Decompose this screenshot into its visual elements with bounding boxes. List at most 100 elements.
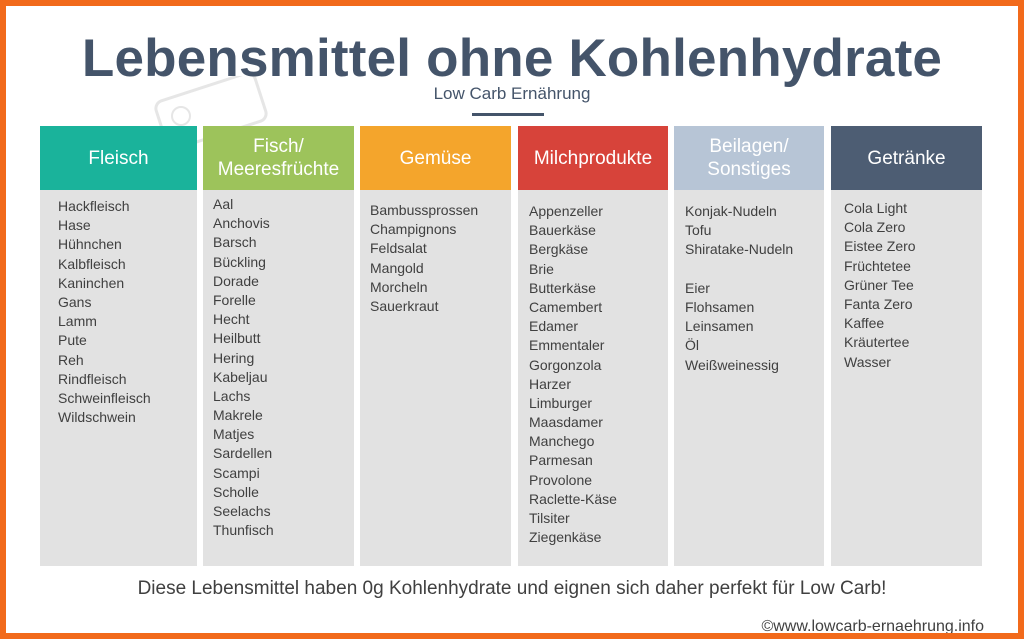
food-item: Rindfleisch [58,370,127,387]
food-item: Edamer [529,318,579,335]
food-item: Morcheln [370,278,428,295]
food-list-fisch: Aal Anchovis Barsch Bückling Dorade Fore… [203,195,354,540]
food-item: Tofu [685,222,712,239]
food-item: Bambussprossen [370,202,479,218]
category-header-fisch: Fisch/ Meeresfrüchte [203,126,354,190]
food-item: Dorade [213,272,259,289]
food-item: Scholle [213,483,259,500]
category-column-beilagen: Beilagen/ Sonstiges Konjak-Nudeln Tofu S… [674,126,824,566]
food-item: Flohsamen [685,298,755,315]
food-item: Schweinfleisch [58,389,151,406]
food-item: Wasser [844,353,891,370]
category-header-gemuese: Gemüse [360,126,511,190]
food-item: Eier [685,279,710,296]
page-subtitle: Low Carb Ernährung [433,84,591,103]
food-item: Lachs [213,387,251,404]
category-header-label: Beilagen/ Sonstiges [707,136,791,180]
food-item: Leinsamen [685,318,754,335]
food-item: Emmentaler [529,337,605,354]
food-item: Shiratake-Nudeln [685,241,794,258]
food-item: Appenzeller [529,203,603,219]
food-item: Manchego [529,433,595,450]
category-column-gemuese: Gemüse Bambussprossen Champignons Feldsa… [360,126,511,566]
food-item: Heilbutt [213,330,261,347]
category-column-milchprodukte: Milchprodukte Appenzeller Bauerkäse Berg… [518,126,668,566]
food-item-spacer [685,260,824,279]
category-header-getraenke: Getränke [831,126,982,190]
food-item: Früchtetee [844,257,911,274]
food-item: Provolone [529,471,593,488]
food-item: Sardellen [213,445,273,462]
category-column-fleisch: Fleisch Hackfleisch Hase Hühnchen Kalbfl… [40,126,197,566]
food-item: Cola Light [844,200,908,216]
food-item: Grüner Tee [844,276,914,293]
food-item: Mangold [370,259,424,276]
category-column-fisch: Fisch/ Meeresfrüchte Aal Anchovis Barsch… [203,126,354,566]
food-list-getraenke: Cola Light Cola Zero Eistee Zero Früchte… [831,199,982,372]
page-title: Lebensmittel ohne Kohlenhydrate [81,29,943,88]
food-item: Matjes [213,426,255,443]
food-item: Konjak-Nudeln [685,203,777,219]
food-item: Hecht [213,311,250,328]
food-list-fleisch: Hackfleisch Hase Hühnchen Kalbfleisch Ka… [40,197,197,427]
food-item: Aal [213,196,234,212]
food-item: Pute [58,332,87,349]
food-item: Kräutertee [844,334,910,351]
food-item: Raclette-Käse [529,490,617,507]
category-header-beilagen: Beilagen/ Sonstiges [674,126,824,190]
food-item: Ziegenkäse [529,529,602,546]
subtitle-underline [472,113,544,116]
food-item: Cola Zero [844,219,906,236]
food-item: Anchovis [213,215,270,232]
food-item: Gorgonzola [529,356,602,373]
food-item: Kaninchen [58,274,125,291]
category-header-milchprodukte: Milchprodukte [518,126,668,190]
food-item: Makrele [213,407,263,424]
food-item: Kaffee [844,315,885,332]
food-item: Camembert [529,298,603,315]
food-item: Wildschwein [58,409,136,426]
food-item: Brie [529,260,554,277]
food-item: Seelachs [213,503,271,519]
category-header-label: Gemüse [399,147,472,169]
food-item: Bückling [213,253,266,270]
food-item: Butterkäse [529,279,596,296]
food-item: Harzer [529,375,572,392]
food-item: Barsch [213,234,257,251]
food-list-beilagen: Konjak-Nudeln Tofu Shiratake-Nudeln Eier… [674,202,824,375]
food-item: Hühnchen [58,236,122,253]
food-item: Hering [213,349,255,366]
food-item: Bergkäse [529,241,589,258]
food-item: Gans [58,293,92,310]
category-header-label: Getränke [867,147,946,169]
food-list-milchprodukte: Appenzeller Bauerkäse Bergkäse Brie Butt… [518,202,668,547]
food-item: Thunfisch [213,522,274,539]
category-header-label: Milchprodukte [533,147,653,169]
food-item: Champignons [370,221,457,238]
food-item: Sauerkraut [370,297,439,314]
copyright-notice: ©www.lowcarb-ernaehrung.info [761,618,984,633]
food-item: Limburger [529,394,593,411]
category-header-label: Fleisch [88,147,149,169]
food-item: Hase [58,217,91,234]
infographic-canvas: Lebensmittel ohne Kohlenhydrate Low Carb… [6,6,1018,633]
food-list-gemuese: Bambussprossen Champignons Feldsalat Man… [360,201,511,316]
food-item: Feldsalat [370,240,427,257]
food-item: Parmesan [529,452,593,469]
food-item: Eistee Zero [844,238,916,255]
food-item: Reh [58,351,84,368]
food-item: Kalbfleisch [58,255,126,272]
food-item: Kabeljau [213,368,268,385]
category-column-getraenke: Getränke Cola Light Cola Zero Eistee Zer… [831,126,982,566]
footer-statement: Diese Lebensmittel haben 0g Kohlenhydrat… [137,578,887,599]
food-item: Hackfleisch [58,198,130,214]
food-item: Forelle [213,291,256,308]
food-item: Scampi [213,464,260,481]
food-item: Bauerkäse [529,222,596,239]
food-item: Öl [685,337,699,354]
food-item: Lamm [58,313,97,330]
food-item: Weißweinessig [685,356,779,373]
food-item: Tilsiter [529,510,570,526]
category-header-fleisch: Fleisch [40,126,197,190]
food-item: Maasdamer [529,414,603,431]
